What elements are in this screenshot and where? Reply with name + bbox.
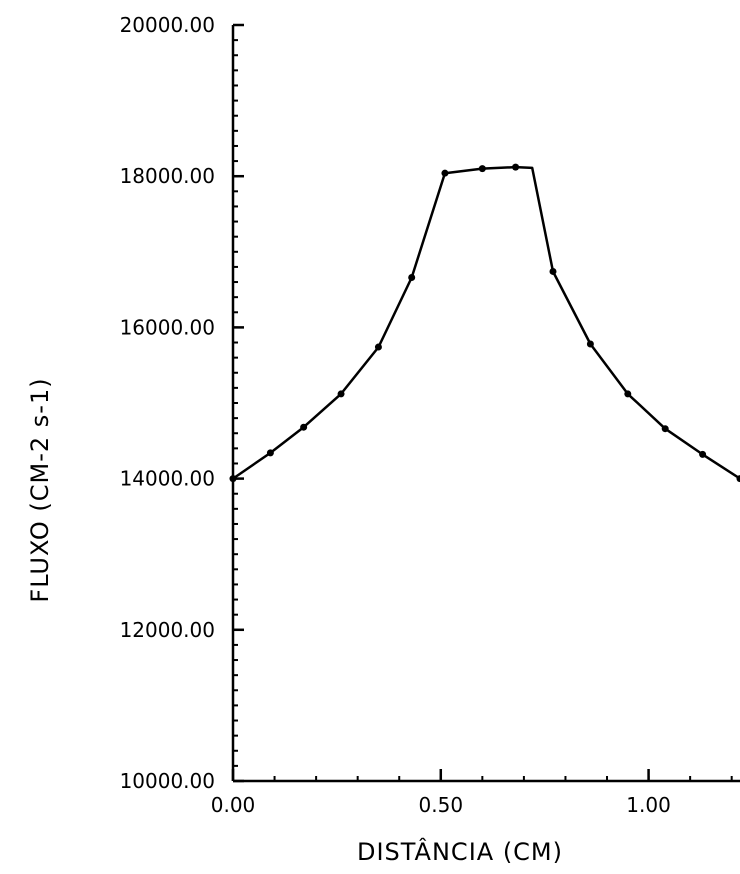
y-tick-label: 14000.00 — [120, 467, 215, 491]
data-point — [699, 450, 707, 458]
data-point — [441, 169, 449, 177]
y-axis: 10000.00 12000.00 14000.00 16000.00 18000.00… — [120, 13, 244, 793]
data-point — [408, 274, 416, 282]
data-point — [337, 390, 345, 398]
x-tick-label: 0.00 — [211, 793, 256, 817]
data-point — [478, 165, 486, 173]
y-tick-label: 18000.00 — [120, 164, 215, 188]
data-point — [661, 425, 669, 433]
y-axis-title: FLUXO (CM-2 s-1) — [26, 377, 54, 602]
data-point — [549, 267, 557, 275]
series-line — [232, 165, 740, 480]
data-point — [266, 449, 274, 457]
data-point — [300, 423, 308, 431]
x-axis: 0.00 0.50 1.00 — [211, 769, 740, 817]
y-tick-label: 12000.00 — [120, 618, 215, 642]
data-point — [736, 475, 740, 483]
data-point — [374, 343, 382, 351]
y-tick-label: 10000.00 — [120, 769, 215, 793]
data-point — [512, 163, 520, 171]
data-point — [229, 475, 237, 483]
y-tick-label: 20000.00 — [120, 13, 215, 37]
x-tick-label: 1.00 — [626, 793, 671, 817]
data-point — [624, 390, 632, 398]
x-axis-title: DISTÂNCIA (CM) — [357, 837, 563, 866]
x-tick-label: 0.50 — [419, 793, 464, 817]
series-group — [229, 163, 740, 483]
y-tick-label: 16000.00 — [120, 315, 215, 339]
data-point — [586, 340, 594, 348]
